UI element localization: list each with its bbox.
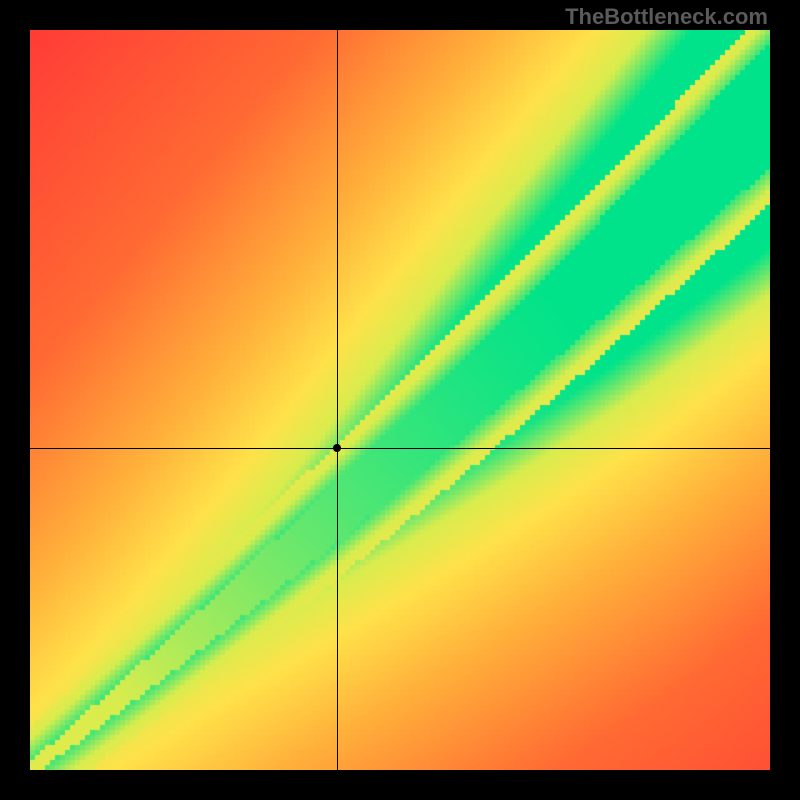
crosshair-vertical <box>337 30 338 770</box>
crosshair-horizontal <box>30 448 770 449</box>
watermark-text: TheBottleneck.com <box>565 4 768 30</box>
heatmap-canvas <box>30 30 770 770</box>
plot-area <box>30 30 770 770</box>
crosshair-marker <box>333 444 341 452</box>
